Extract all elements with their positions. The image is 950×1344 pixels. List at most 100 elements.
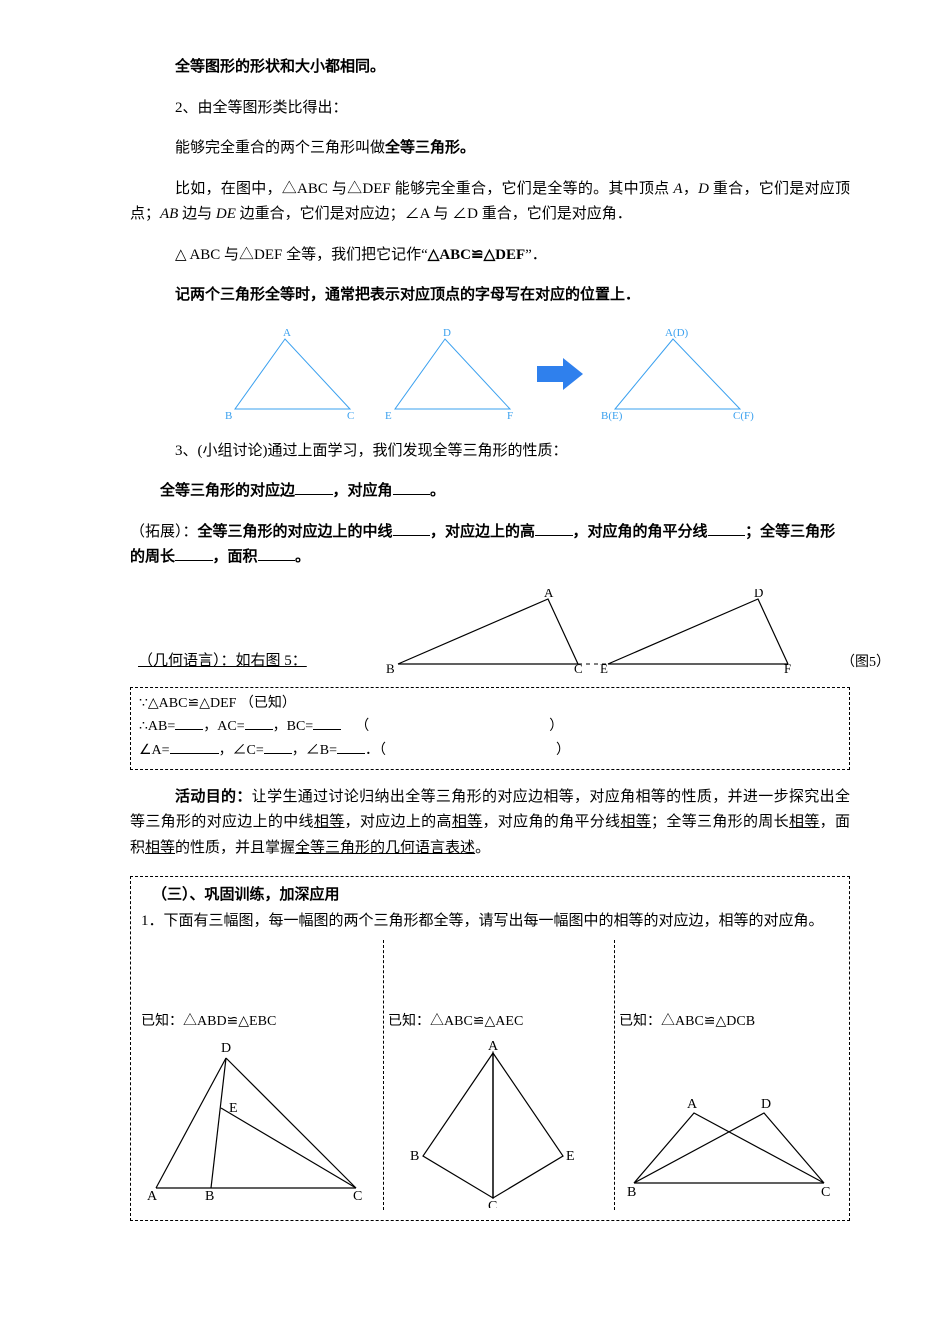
label-cf: C(F) <box>733 410 754 422</box>
fig-ex3: B C A D <box>619 1038 839 1208</box>
pt-f: 的性质，并且掌握 <box>175 840 295 856</box>
pt-u6: 全等三角形的几何语言表述 <box>295 840 475 856</box>
blank <box>264 739 292 754</box>
arrow-icon <box>535 354 585 394</box>
para2-i: 边重合，它们是对应边； <box>236 206 405 222</box>
ex2-c: C <box>488 1199 497 1208</box>
figure5-svg: A B C D E F <box>378 589 848 679</box>
pt-u5: 相等 <box>145 840 175 856</box>
extension-line: （拓展）：全等三角形的对应边上的中线，对应边上的高，对应角的角平分线；全等三角形… <box>130 520 850 571</box>
pt-b: ，对应边上的高 <box>345 814 452 830</box>
pt-u1: 相等 <box>314 814 345 830</box>
geom-l2: ∴AB=，AC=，BC= （） <box>139 715 841 739</box>
geom-l3-a: ∠A= <box>139 743 170 758</box>
item2-def: 能够完全重合的两个三角形叫做全等三角形。 <box>130 136 850 162</box>
label-b: B <box>225 410 232 422</box>
fig-ex1: A B C D E <box>141 1038 371 1208</box>
item2-def-b: 全等三角形。 <box>385 140 475 156</box>
geom-l3: ∠A=，∠C=，∠B=．（） <box>139 739 841 763</box>
ext-b: 全等三角形的对应边上的中线 <box>198 524 393 540</box>
para2-f: AB <box>160 206 178 222</box>
fig5-a: A <box>544 589 554 600</box>
item2-def-a: 能够完全重合的两个三角形叫做 <box>175 140 385 156</box>
ex2-a: A <box>488 1039 499 1054</box>
label-ad: A(D) <box>665 327 689 339</box>
blank <box>295 479 333 495</box>
fig-ex2: A B C E <box>388 1038 598 1208</box>
ex3-d: D <box>761 1097 771 1112</box>
three-triangles-figure: A B C D E F A(D) B(E) C(F) <box>130 324 850 424</box>
para3-c: ”． <box>525 247 547 263</box>
train-col-1: 已知：△ABD≌△EBC A B C D E <box>137 940 375 1210</box>
triangle-def: D E F <box>375 324 525 424</box>
training-box: （三）、巩固训练，加深应用 1．下面有三幅图，每一幅图的两个三角形都全等，请写出… <box>130 876 850 1221</box>
train-heading: （三）、巩固训练，加深应用 <box>137 883 843 909</box>
ex3-c: C <box>821 1185 830 1200</box>
col2-given: 已知：△ABC≌△AEC <box>388 1010 602 1034</box>
ex2-e: E <box>566 1149 575 1164</box>
para3-a: △ ABC 与△DEF 全等，我们把它记作“ <box>175 247 428 263</box>
para2-j: ∠A <box>405 206 430 222</box>
item2-intro: 2、由全等图形类比得出： <box>130 96 850 122</box>
blank <box>393 479 431 495</box>
blank <box>708 520 746 536</box>
fig5-c: C <box>574 661 583 676</box>
para2-m: 重合，它们是对应角． <box>478 206 632 222</box>
geom-box: ∵△ABC≌△DEF （已知） ∴AB=，AC=，BC= （） ∠A=，∠C=，… <box>130 687 850 770</box>
blank <box>313 715 341 730</box>
geom-l2-a: ∴AB= <box>139 719 175 734</box>
fig5-e: E <box>600 661 608 676</box>
col3-given: 已知：△ABC≌△DCB <box>619 1010 839 1034</box>
para2: 比如，在图中，△ABC 与△DEF 能够完全重合，它们是全等的。其中顶点 A，D… <box>130 177 850 228</box>
prop-line: 全等三角形的对应边，对应角。 <box>130 479 850 505</box>
rule-bold: 记两个三角形全等时，通常把表示对应顶点的字母写在对应的位置上． <box>130 283 850 309</box>
triangle-abc: A B C <box>215 324 365 424</box>
geom-l3-d: ．（ <box>365 743 386 758</box>
purpose-para: 活动目的：让学生通过讨论归纳出全等三角形的对应边相等，对应角相等的性质，并进一步… <box>130 785 850 862</box>
para2-b: A <box>673 181 682 197</box>
train-q1: 1．下面有三幅图，每一幅图的两个三角形都全等，请写出每一幅图中的相等的对应边，相… <box>137 909 843 935</box>
blank <box>393 520 431 536</box>
para2-l: ∠D <box>452 206 478 222</box>
fig5-label: （图5） <box>841 651 890 675</box>
label-be: B(E) <box>601 410 623 422</box>
pt-c: ，对应角的角平分线 <box>482 814 620 830</box>
geom-l2-d: （ <box>355 719 369 734</box>
ex1-e: E <box>229 1101 238 1116</box>
blank <box>245 715 273 730</box>
geom-l2-b: ，AC= <box>203 719 244 734</box>
ex1-b: B <box>205 1189 214 1204</box>
fig5-b: B <box>386 661 395 676</box>
blank <box>175 545 213 561</box>
fig5-d: D <box>754 589 763 600</box>
geom-l1: ∵△ABC≌△DEF （已知） <box>139 692 841 716</box>
train-col-2: 已知：△ABC≌△AEC A B C E <box>383 940 606 1210</box>
para3-b: △ABC≌△DEF <box>428 247 525 263</box>
fig5-f: F <box>784 661 791 676</box>
label-a: A <box>283 327 291 339</box>
ext-g: 。 <box>295 549 310 565</box>
triangle-merged: A(D) B(E) C(F) <box>595 324 765 424</box>
pt-u2: 相等 <box>452 814 483 830</box>
prop-a: 全等三角形的对应边 <box>160 483 295 499</box>
blank <box>535 520 573 536</box>
ext-a: （拓展）： <box>130 524 198 540</box>
para2-k: 与 <box>430 206 453 222</box>
heading-same-shape: 全等图形的形状和大小都相同。 <box>130 55 850 81</box>
blank <box>175 715 203 730</box>
ex1-a: A <box>147 1189 158 1204</box>
geom-l2-c: ，BC= <box>273 719 314 734</box>
pt-u3: 相等 <box>620 814 651 830</box>
blank <box>258 545 296 561</box>
ext-f: ，面积 <box>213 549 258 565</box>
ex1-d: D <box>221 1041 231 1056</box>
label-f: F <box>507 410 513 422</box>
prop-b: ，对应角 <box>333 483 393 499</box>
para2-g: 边与 <box>178 206 216 222</box>
label-e: E <box>385 410 392 422</box>
geom-l3-e: ） <box>556 743 570 758</box>
para3: △ ABC 与△DEF 全等，我们把它记作“△ABC≌△DEF”． <box>130 243 850 269</box>
ex2-b: B <box>410 1149 419 1164</box>
ex1-c: C <box>353 1189 362 1204</box>
para2-c: ， <box>683 181 699 197</box>
